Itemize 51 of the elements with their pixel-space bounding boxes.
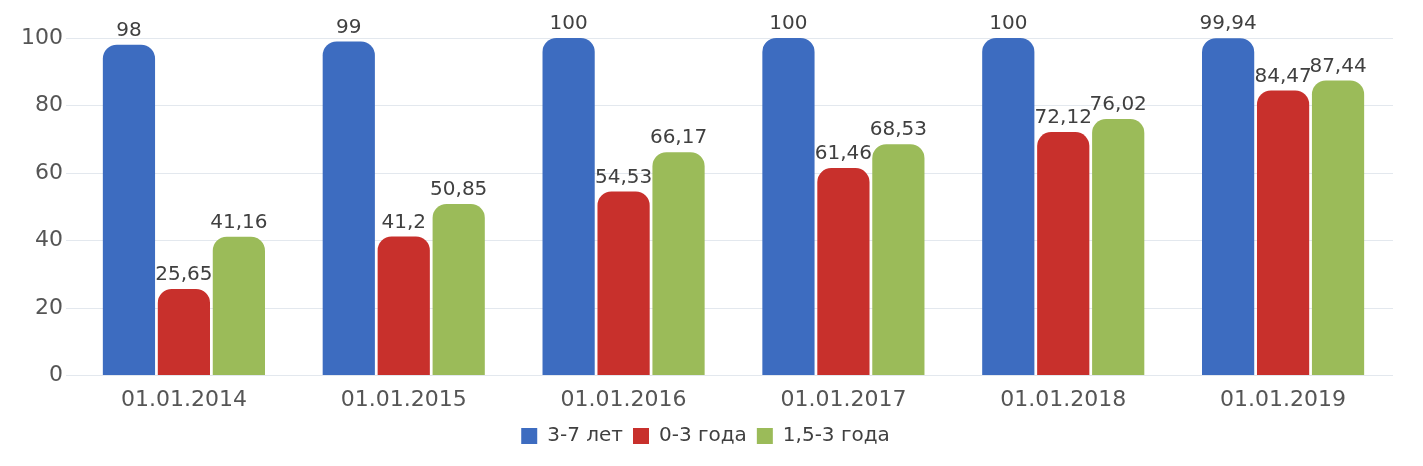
bar [872,144,925,376]
x-tick-label: 01.01.2016 [560,385,687,411]
x-tick-label: 01.01.2017 [780,385,907,411]
bar [1202,38,1255,376]
bar [322,41,375,376]
legend-label: 3-7 лет [547,422,624,447]
y-tick-label: 0 [48,361,63,387]
data-label: 50,85 [430,176,488,201]
data-label: 84,47 [1254,62,1312,87]
x-tick-label: 01.01.2015 [340,385,467,411]
bar [1092,118,1145,376]
bar [817,168,870,376]
bar [542,38,595,376]
data-label: 61,46 [814,140,873,165]
legend-label: 1,5-3 года [782,422,890,447]
bar [1256,90,1310,376]
data-label: 25,65 [155,261,213,286]
x-tick-label: 01.01.2014 [120,385,247,411]
bar [377,236,430,376]
y-tick-label: 20 [34,293,63,319]
data-label: 76,02 [1089,91,1147,116]
bar [652,152,705,376]
bar [597,191,650,376]
y-tick-label: 60 [34,158,63,184]
bar [432,203,485,376]
data-label: 100 [989,10,1028,35]
data-label: 68,53 [869,116,927,141]
bar [102,44,156,376]
data-label: 99 [336,13,362,38]
bar [1311,80,1365,376]
data-label: 41,16 [210,208,268,233]
bar [762,38,815,376]
data-label: 72,12 [1034,104,1092,129]
data-label: 98 [116,16,142,41]
x-tick-label: 01.01.2019 [1220,385,1347,411]
bar [982,38,1035,376]
data-label: 99,94 [1199,10,1257,35]
data-label: 87,44 [1309,52,1367,77]
bar [1037,132,1090,376]
data-label: 41,2 [381,208,427,233]
legend-label: 0-3 года [658,422,747,447]
data-label: 66,17 [649,124,708,149]
y-tick-label: 40 [34,226,63,252]
data-label: 100 [769,10,808,35]
data-label: 100 [549,10,588,35]
x-tick-label: 01.01.2018 [1000,385,1127,411]
bar [212,236,265,376]
bar [157,289,211,376]
y-tick-label: 100 [20,23,63,49]
y-tick-label: 80 [34,91,63,117]
data-label: 54,53 [594,163,653,188]
